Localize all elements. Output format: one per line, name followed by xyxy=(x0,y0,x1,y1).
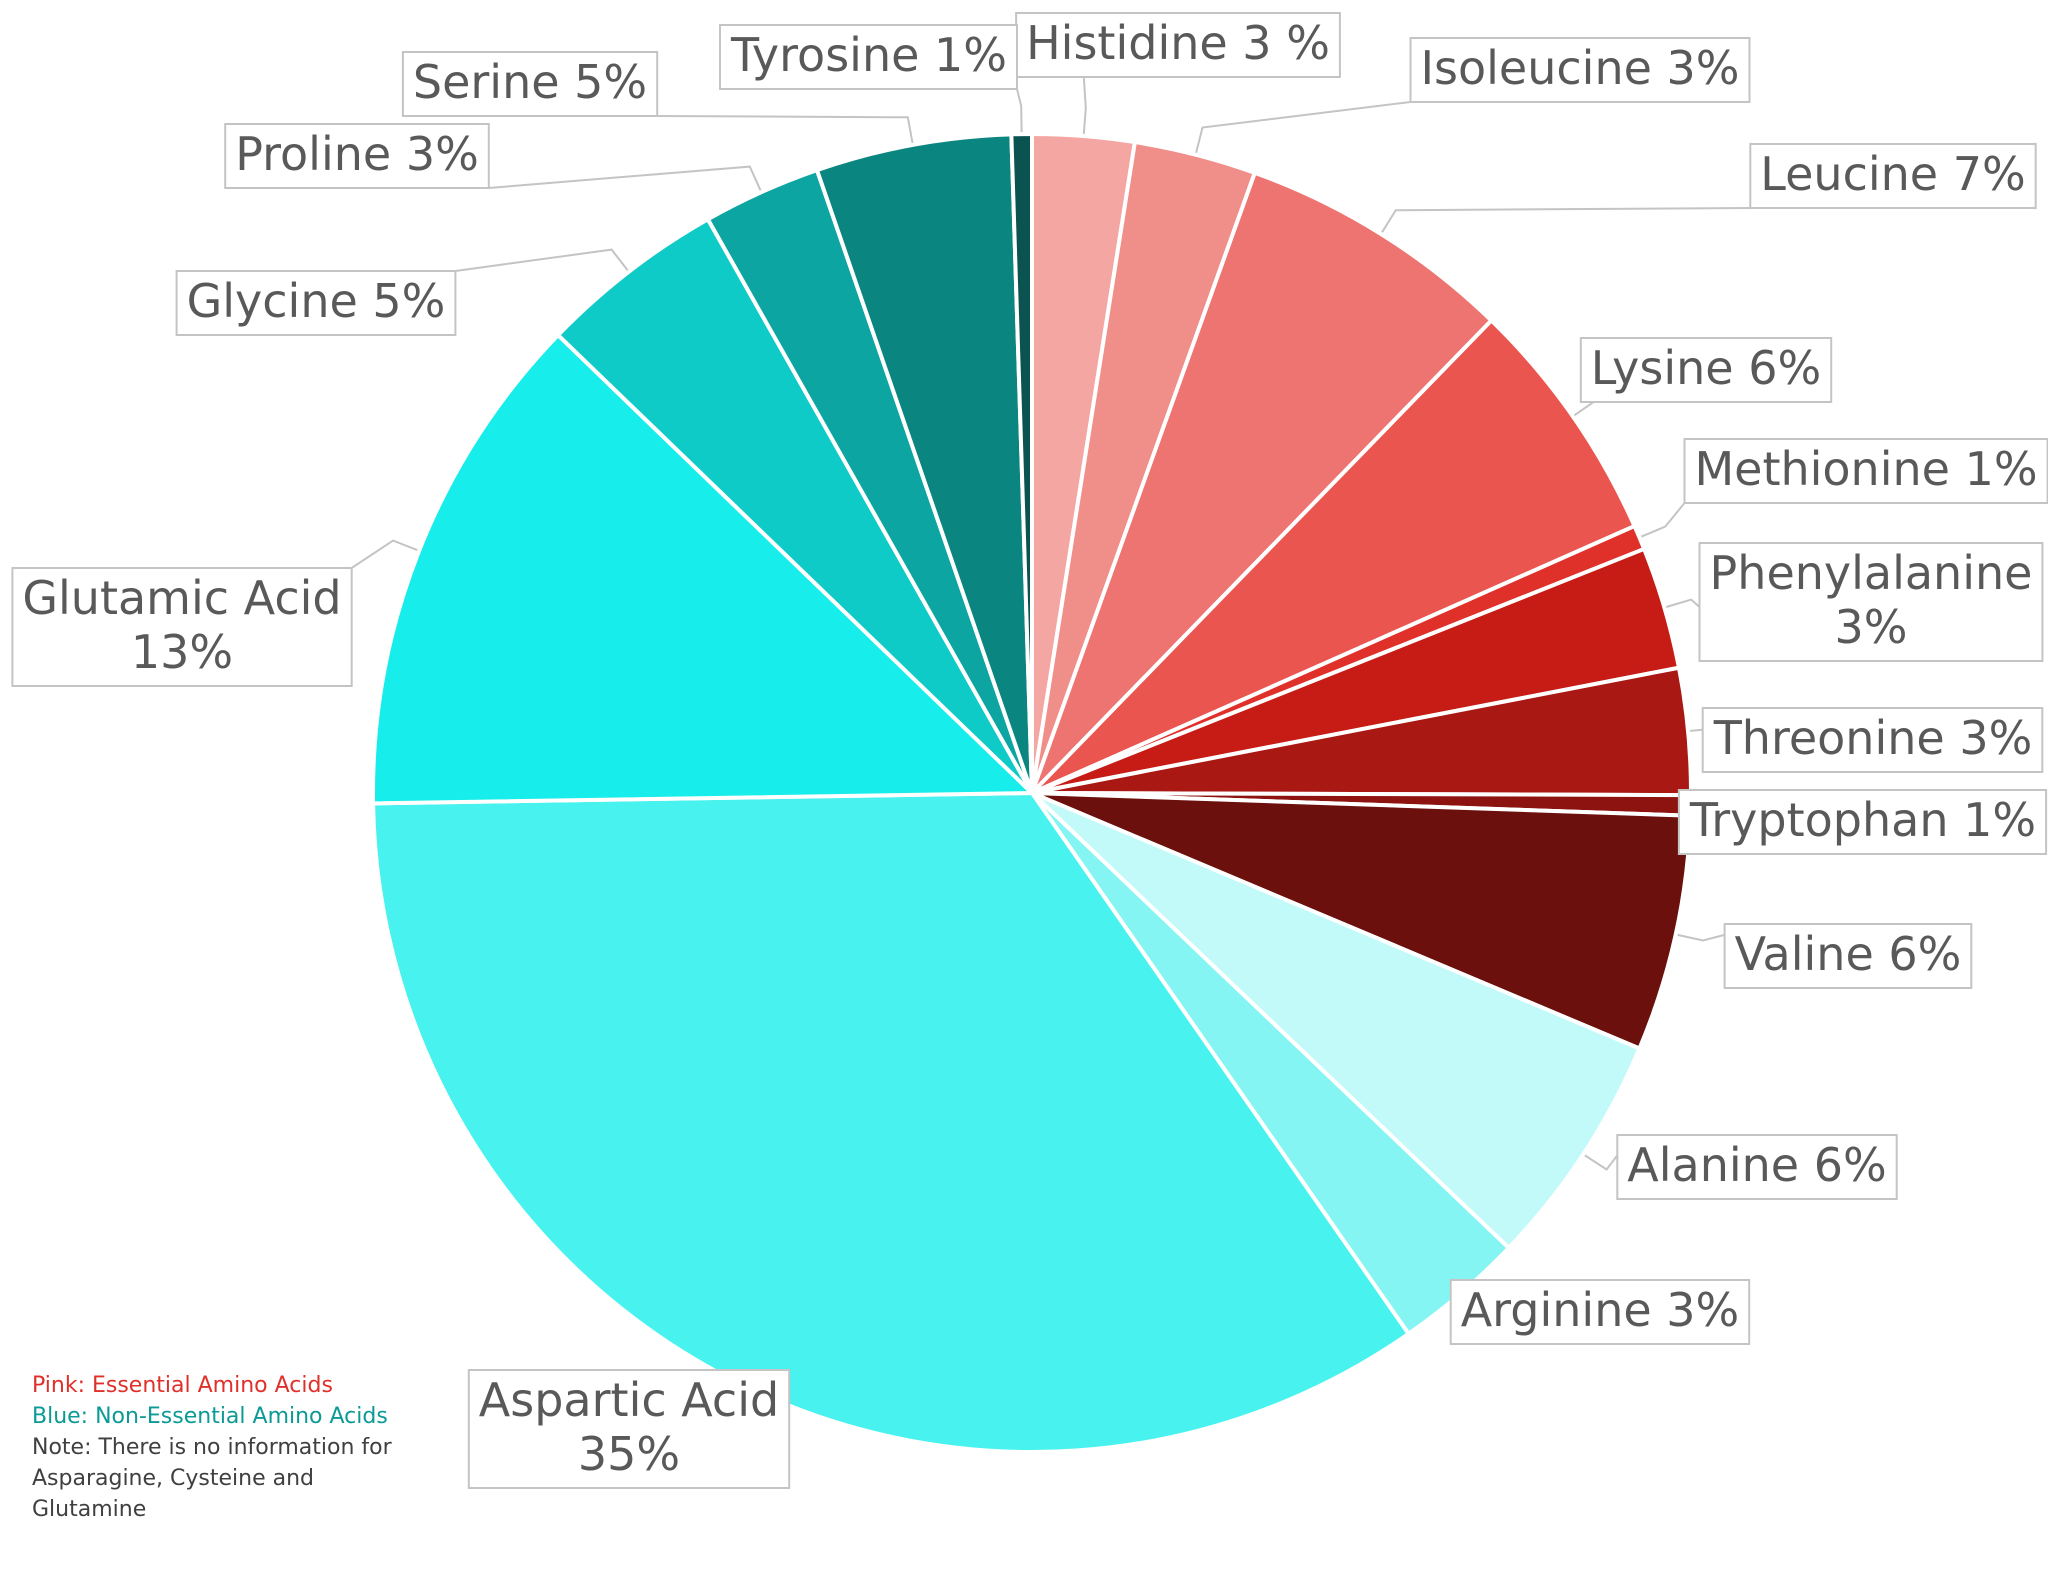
slice-glycine xyxy=(556,217,1034,795)
label-text-proline: Proline 3% xyxy=(235,127,479,181)
label-box-proline xyxy=(224,123,490,189)
label-text-valine: Valine 6% xyxy=(1735,927,1962,981)
label-valine: Valine 6% xyxy=(1723,923,1973,989)
pie-slices xyxy=(371,131,1694,1454)
label-box-glutamic-acid xyxy=(11,567,353,687)
label-box-isoleucine xyxy=(1409,37,1751,103)
label-box-valine xyxy=(1723,923,1973,989)
label-text-alanine: Alanine 6% xyxy=(1627,1138,1886,1192)
slice-alanine xyxy=(1030,791,1642,1250)
note-missing-info: Note: There is no information for Aspara… xyxy=(32,1435,392,1522)
notes-panel: Pink: Essential Amino Acids Blue: Non-Es… xyxy=(32,1370,432,1525)
label-text-glutamic-acid: Glutamic Acid 13% xyxy=(22,571,341,679)
slice-glutamic-acid xyxy=(371,333,1034,806)
leader-tyrosine xyxy=(1016,88,1023,133)
slice-serine xyxy=(814,132,1034,795)
label-text-methionine: Methionine 1% xyxy=(1694,442,2037,496)
label-box-tryptophan xyxy=(1677,789,2048,855)
label-text-histidine: Histidine 3 % xyxy=(1026,16,1330,70)
label-proline: Proline 3% xyxy=(224,123,490,189)
label-box-leucine xyxy=(1749,143,2037,209)
label-text-arginine: Arginine 3% xyxy=(1461,1283,1740,1337)
leader-isoleucine xyxy=(1195,101,1411,153)
leader-proline xyxy=(488,165,762,191)
label-text-leucine: Leucine 7% xyxy=(1760,147,2025,201)
label-box-arginine xyxy=(1449,1279,1751,1345)
label-glycine: Glycine 5% xyxy=(175,270,457,336)
label-text-tryptophan: Tryptophan 1% xyxy=(1689,793,2036,847)
label-text-lysine: Lysine 6% xyxy=(1591,341,1821,395)
label-lysine: Lysine 6% xyxy=(1579,337,1833,403)
label-box-serine xyxy=(401,51,659,117)
label-text-aspartic-acid: Aspartic Acid 35% xyxy=(479,1373,779,1481)
label-box-methionine xyxy=(1683,438,2048,504)
leader-valine xyxy=(1677,933,1725,942)
label-box-histidine xyxy=(1015,12,1341,78)
label-box-glycine xyxy=(175,270,457,336)
label-text-phenylalanine: Phenylalanine 3% xyxy=(1710,546,2033,654)
label-text-serine: Serine 5% xyxy=(413,55,647,109)
leader-glutamic-acid xyxy=(351,539,418,569)
label-box-tyrosine xyxy=(719,24,1018,90)
leader-alanine xyxy=(1584,1154,1619,1171)
label-aspartic-acid: Aspartic Acid 35% xyxy=(467,1369,791,1489)
leader-serine xyxy=(657,115,914,144)
slice-tyrosine xyxy=(1009,131,1034,795)
slice-labels: Histidine 3 % Isoleucine 3% Leucine 7% Lysi… xyxy=(11,12,2048,1489)
label-tryptophan: Tryptophan 1% xyxy=(1677,789,2048,855)
leader-leucine xyxy=(1381,207,1751,233)
label-phenylalanine: Phenylalanine 3% xyxy=(1698,542,2044,662)
label-box-aspartic-acid xyxy=(467,1369,791,1489)
label-tyrosine: Tyrosine 1% xyxy=(719,24,1018,90)
label-text-isoleucine: Isoleucine 3% xyxy=(1420,41,1739,95)
label-serine: Serine 5% xyxy=(401,51,659,117)
leader-glycine xyxy=(455,248,629,272)
label-alanine: Alanine 6% xyxy=(1616,1134,1898,1200)
label-glutamic-acid: Glutamic Acid 13% xyxy=(11,567,353,687)
slice-leucine xyxy=(1030,170,1494,795)
label-threonine: Threonine 3% xyxy=(1701,707,2044,773)
leader-phenylalanine xyxy=(1666,598,1701,608)
label-isoleucine: Isoleucine 3% xyxy=(1409,37,1751,103)
label-leucine: Leucine 7% xyxy=(1749,143,2037,209)
label-box-threonine xyxy=(1701,707,2044,773)
label-box-phenylalanine xyxy=(1698,542,2044,662)
label-box-alanine xyxy=(1616,1134,1898,1200)
note-essential: Pink: Essential Amino Acids xyxy=(32,1373,333,1398)
label-methionine: Methionine 1% xyxy=(1683,438,2048,504)
label-text-threonine: Threonine 3% xyxy=(1713,711,2033,765)
label-text-glycine: Glycine 5% xyxy=(187,274,446,328)
note-non-essential: Blue: Non-Essential Amino Acids xyxy=(32,1404,388,1429)
label-box-lysine xyxy=(1579,337,1833,403)
label-arginine: Arginine 3% xyxy=(1449,1279,1751,1345)
leader-histidine xyxy=(1082,76,1087,135)
label-histidine: Histidine 3 % xyxy=(1015,12,1341,78)
label-text-tyrosine: Tyrosine 1% xyxy=(730,28,1007,82)
leader-methionine xyxy=(1640,502,1686,538)
slice-lysine xyxy=(1030,318,1637,795)
